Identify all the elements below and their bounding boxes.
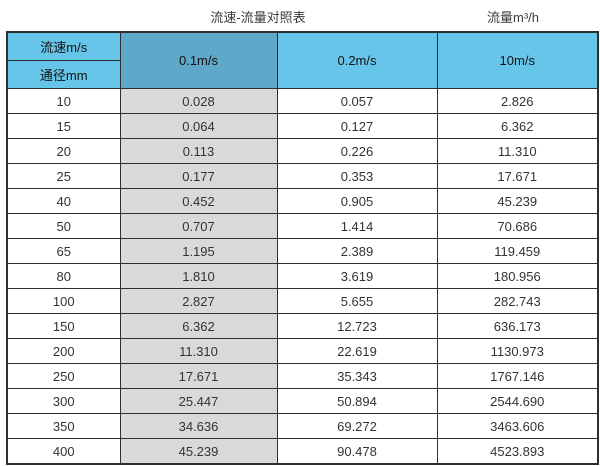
table-body: 10 0.028 0.057 2.826 15 0.064 0.127 6.362 20 0.11…: [6, 88, 599, 465]
table-row: 350 34.636 69.272 3463.606: [6, 413, 599, 439]
diameter-cell: 65: [6, 238, 121, 264]
flow-value-0.2-cell: 22.619: [276, 338, 438, 364]
flow-value-0.2-cell: 90.478: [276, 438, 438, 465]
flow-value-0.2-cell: 0.057: [276, 88, 438, 114]
flow-value-0.1-cell: 0.028: [119, 88, 278, 114]
flow-value-0.1-cell: 2.827: [119, 288, 278, 314]
flow-unit-label: 流量m³/h: [486, 10, 540, 25]
diameter-cell: 25: [6, 163, 121, 189]
diameter-cell: 250: [6, 363, 121, 389]
diameter-cell: 150: [6, 313, 121, 339]
diameter-cell: 350: [6, 413, 121, 439]
diameter-cell: 10: [6, 88, 121, 114]
title-bar: 流速-流量对照表 流量m³/h: [0, 0, 600, 30]
flow-value-0.1-cell: 25.447: [119, 388, 278, 414]
flow-value-0.1-cell: 45.239: [119, 438, 278, 465]
flow-value-0.1-cell: 1.810: [119, 263, 278, 289]
flow-value-10-cell: 11.310: [436, 138, 599, 164]
table-row: 25 0.177 0.353 17.671: [6, 163, 599, 189]
flow-value-10-cell: 1767.146: [436, 363, 599, 389]
flow-value-0.1-cell: 0.064: [119, 113, 278, 139]
corner-velocity-label: 流速m/s: [6, 31, 121, 61]
diameter-cell: 20: [6, 138, 121, 164]
flow-value-0.2-cell: 50.894: [276, 388, 438, 414]
flow-value-10-cell: 6.362: [436, 113, 599, 139]
flow-value-0.2-cell: 35.343: [276, 363, 438, 389]
page-title: 流速-流量对照表: [210, 10, 306, 25]
table-row: 10 0.028 0.057 2.826: [6, 88, 599, 114]
flow-value-10-cell: 45.239: [436, 188, 599, 214]
flow-value-0.2-cell: 1.414: [276, 213, 438, 239]
flow-value-0.1-cell: 0.113: [119, 138, 278, 164]
diameter-cell: 50: [6, 213, 121, 239]
diameter-cell: 400: [6, 438, 121, 465]
flow-value-0.2-cell: 69.272: [276, 413, 438, 439]
flow-value-0.2-cell: 5.655: [276, 288, 438, 314]
table-row: 400 45.239 90.478 4523.893: [6, 438, 599, 465]
corner-diameter-label: 通径mm: [6, 60, 121, 89]
flow-value-10-cell: 1130.973: [436, 338, 599, 364]
flow-value-10-cell: 180.956: [436, 263, 599, 289]
table-row: 200 11.310 22.619 1130.973: [6, 338, 599, 364]
table-row: 100 2.827 5.655 282.743: [6, 288, 599, 314]
flow-value-10-cell: 119.459: [436, 238, 599, 264]
flow-value-10-cell: 70.686: [436, 213, 599, 239]
diameter-cell: 40: [6, 188, 121, 214]
flow-value-0.1-cell: 0.177: [119, 163, 278, 189]
flow-value-0.2-cell: 0.127: [276, 113, 438, 139]
flow-value-0.1-cell: 6.362: [119, 313, 278, 339]
diameter-cell: 200: [6, 338, 121, 364]
flow-value-10-cell: 636.173: [436, 313, 599, 339]
flow-value-10-cell: 4523.893: [436, 438, 599, 465]
flow-value-0.2-cell: 0.353: [276, 163, 438, 189]
flow-value-0.2-cell: 0.905: [276, 188, 438, 214]
flow-value-0.2-cell: 3.619: [276, 263, 438, 289]
table-header: 流速m/s 0.1m/s 0.2m/s 10m/s 通径mm: [6, 31, 599, 89]
flow-conversion-table: 流速m/s 0.1m/s 0.2m/s 10m/s 通径mm 10 0.028 0.…: [6, 31, 599, 465]
flow-value-10-cell: 282.743: [436, 288, 599, 314]
table-row: 20 0.113 0.226 11.310: [6, 138, 599, 164]
table-row: 65 1.195 2.389 119.459: [6, 238, 599, 264]
header-row-bottom: 通径mm: [6, 60, 598, 89]
velocity-column-header-0.2: 0.2m/s: [276, 31, 438, 89]
diameter-cell: 300: [6, 388, 121, 414]
flow-value-0.1-cell: 17.671: [119, 363, 278, 389]
header-row-top: 流速m/s 0.1m/s 0.2m/s 10m/s: [6, 31, 599, 89]
table-row: 250 17.671 35.343 1767.146: [6, 363, 599, 389]
flow-value-10-cell: 3463.606: [436, 413, 599, 439]
diameter-cell: 80: [6, 263, 121, 289]
flow-value-0.2-cell: 12.723: [276, 313, 438, 339]
velocity-column-header-0.1: 0.1m/s: [119, 31, 278, 89]
flow-value-0.2-cell: 0.226: [276, 138, 438, 164]
flow-value-0.1-cell: 0.452: [119, 188, 278, 214]
flow-value-0.2-cell: 2.389: [276, 238, 438, 264]
table-row: 300 25.447 50.894 2544.690: [6, 388, 599, 414]
velocity-column-header-10: 10m/s: [436, 31, 599, 89]
table-row: 40 0.452 0.905 45.239: [6, 188, 599, 214]
table-row: 150 6.362 12.723 636.173: [6, 313, 599, 339]
flow-value-10-cell: 17.671: [436, 163, 599, 189]
table-row: 80 1.810 3.619 180.956: [6, 263, 599, 289]
diameter-cell: 15: [6, 113, 121, 139]
flow-value-0.1-cell: 34.636: [119, 413, 278, 439]
flow-value-10-cell: 2.826: [436, 88, 599, 114]
table-row: 15 0.064 0.127 6.362: [6, 113, 599, 139]
flow-value-10-cell: 2544.690: [436, 388, 599, 414]
flow-value-0.1-cell: 0.707: [119, 213, 278, 239]
flow-value-0.1-cell: 11.310: [119, 338, 278, 364]
diameter-cell: 100: [6, 288, 121, 314]
table-row: 50 0.707 1.414 70.686: [6, 213, 599, 239]
flow-value-0.1-cell: 1.195: [119, 238, 278, 264]
